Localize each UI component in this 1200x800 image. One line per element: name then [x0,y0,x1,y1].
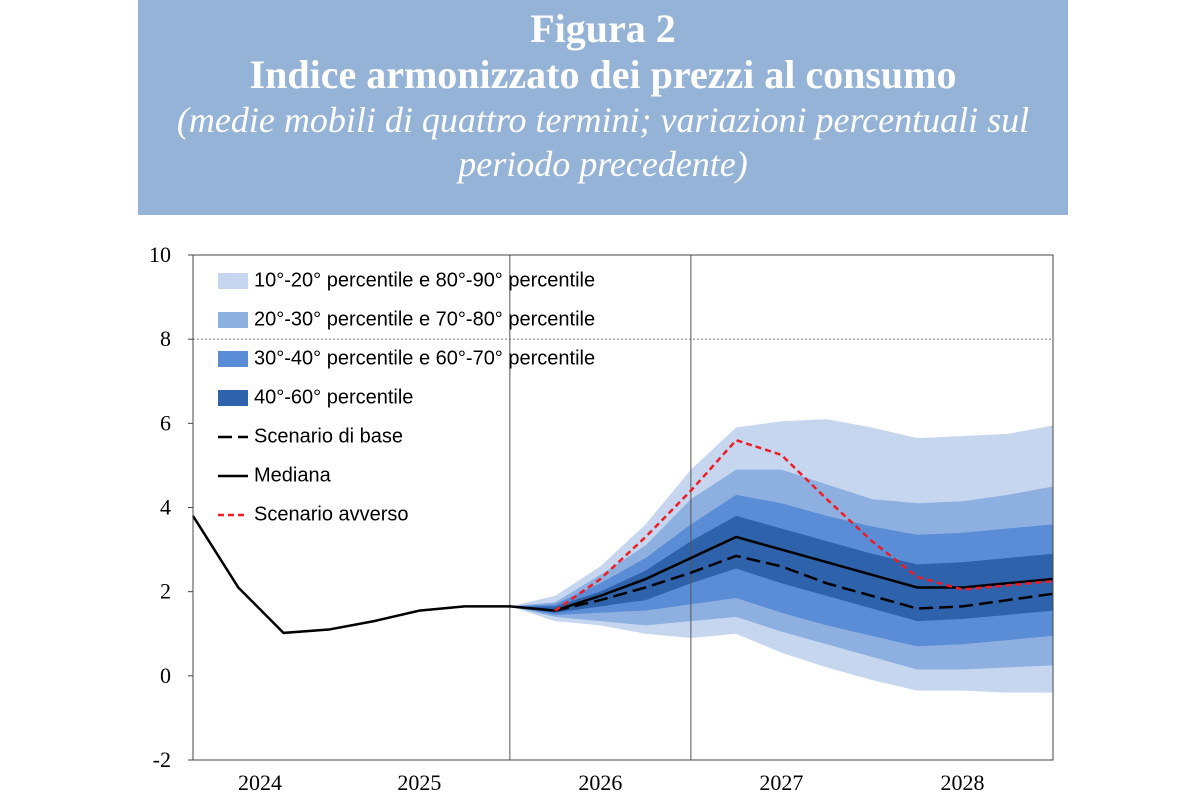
title: Figura 2 [530,6,676,51]
legend-swatch [218,390,248,406]
y-tick-label: 4 [160,495,171,520]
line [191,515,1054,635]
legend-swatch [218,351,248,367]
legend-label: 30°-40° percentile e 60°-70° percentile [254,347,595,369]
y-tick-label: -2 [153,747,171,772]
legend-swatch [218,312,248,328]
x-tick-label: 2027 [759,770,803,795]
y-tick-label: 10 [149,242,171,267]
y-tick-label: 2 [160,579,171,604]
y-tick-label: 6 [160,410,171,435]
y-tick-label: 0 [160,663,171,688]
x-tick-label: 2028 [940,770,984,795]
line [554,438,1054,612]
x-tick-label: 2026 [578,770,622,795]
legend-label: 40°-60° percentile [254,386,413,408]
x-tick-label: 2025 [397,770,441,795]
header: Figura 2 Indice armonizzato dei prezzi a… [138,0,1068,215]
subtitle: Indice armonizzato dei prezzi al consumo [249,52,957,97]
y-tick-label: 8 [160,326,171,351]
legend-label: 20°-30° percentile e 70°-80° percentile [254,308,595,330]
legend-swatch [218,273,248,289]
legend-label: Mediana [254,464,332,486]
legend-label: Scenario avverso [254,503,409,525]
x-tick-label: 2024 [238,770,282,795]
band [509,515,1053,622]
note: (medie mobili di quattro termini; variaz… [176,100,1030,184]
legend-label: 10°-20° percentile e 80°-90° percentile [254,269,595,291]
legend-label: Scenario di base [254,425,403,447]
line [554,554,1054,612]
